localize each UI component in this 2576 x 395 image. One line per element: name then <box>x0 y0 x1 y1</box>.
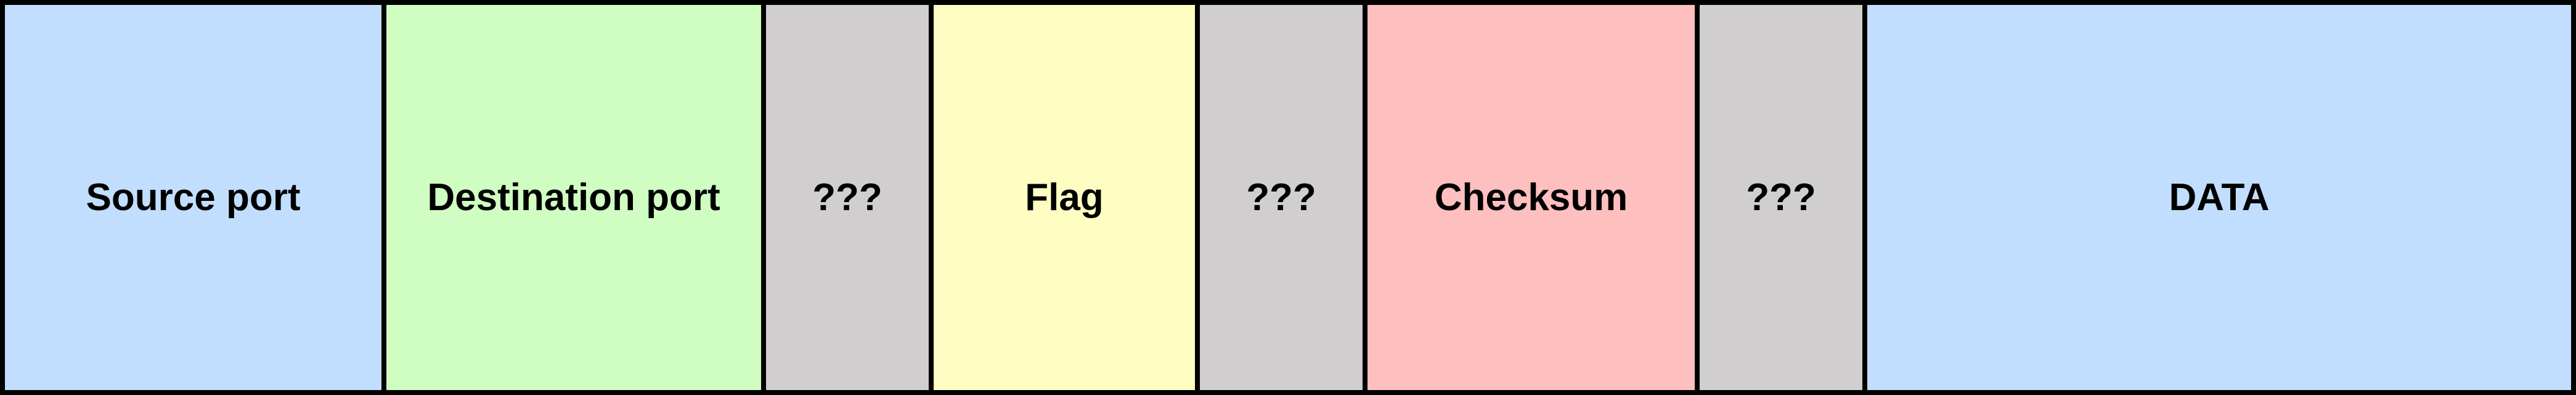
field-checksum: Checksum <box>1367 5 1700 390</box>
field-label-source-port: Source port <box>86 176 301 219</box>
field-destination-port: Destination port <box>386 5 766 390</box>
field-label-unknown-2: ??? <box>1246 176 1316 219</box>
field-flag: Flag <box>934 5 1200 390</box>
field-label-destination-port: Destination port <box>427 176 720 219</box>
field-unknown-2: ??? <box>1200 5 1367 390</box>
field-label-data: DATA <box>2169 176 2270 219</box>
field-source-port: Source port <box>5 5 386 390</box>
field-label-unknown-1: ??? <box>812 176 882 219</box>
field-label-unknown-3: ??? <box>1746 176 1816 219</box>
field-data: DATA <box>1867 5 2571 390</box>
field-unknown-3: ??? <box>1700 5 1867 390</box>
field-label-flag: Flag <box>1025 176 1104 219</box>
field-label-checksum: Checksum <box>1434 176 1628 219</box>
field-unknown-1: ??? <box>766 5 934 390</box>
